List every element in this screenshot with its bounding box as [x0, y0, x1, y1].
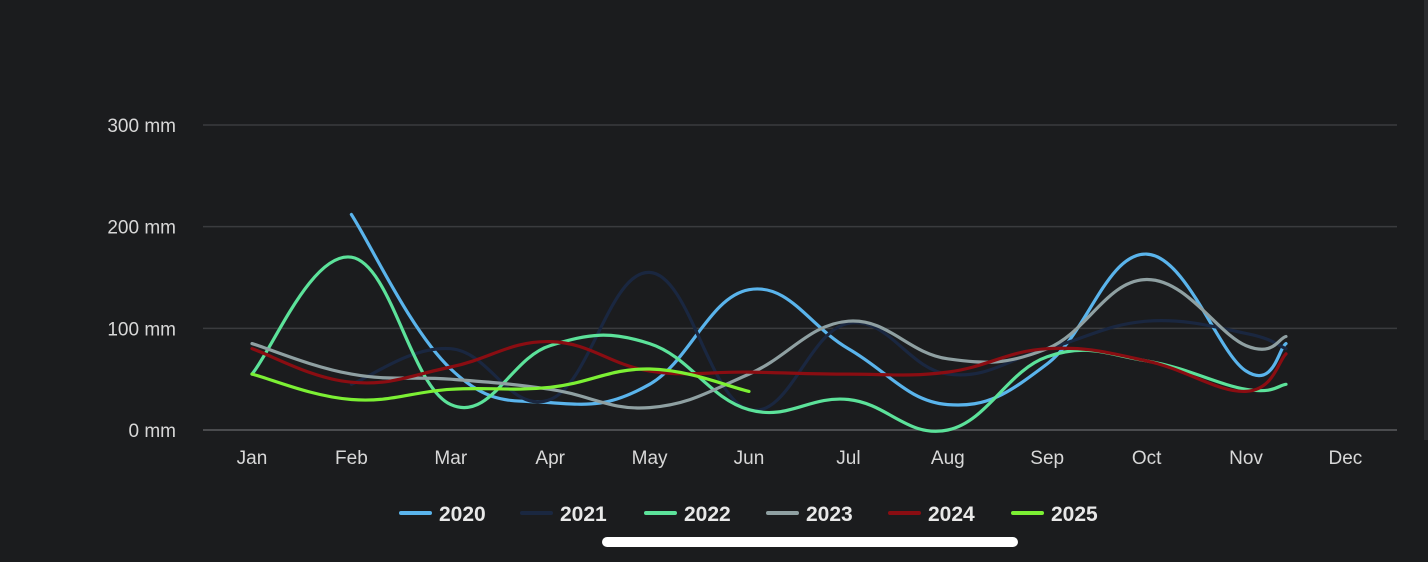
x-axis: Jan Feb Mar Apr May Jun Jul Aug Sep Oct Nov Dec	[237, 448, 1363, 469]
x-tick-label: Jun	[734, 448, 765, 469]
series-line-2023	[250, 277, 1288, 410]
legend-item-2024[interactable]: 2024	[888, 503, 975, 526]
series-line-2024	[250, 339, 1288, 394]
legend-item-2025[interactable]: 2025	[1011, 503, 1098, 526]
x-tick-label: Jan	[237, 448, 268, 469]
legend-label: 2025	[1051, 503, 1098, 526]
legend-label: 2021	[560, 503, 607, 526]
series-line-2021	[349, 270, 1288, 413]
chart-series	[250, 212, 1288, 433]
x-tick-label: Oct	[1132, 448, 1162, 469]
x-tick-label: Jul	[836, 448, 860, 469]
y-tick-label: 100 mm	[107, 319, 176, 340]
legend-item-2023[interactable]: 2023	[766, 503, 853, 526]
legend-label: 2020	[439, 503, 486, 526]
x-tick-label: May	[632, 448, 668, 469]
legend-label: 2022	[684, 503, 731, 526]
series-line-2020	[349, 212, 1288, 407]
x-tick-label: Nov	[1229, 448, 1263, 469]
y-tick-label: 300 mm	[107, 116, 176, 137]
legend-label: 2024	[928, 503, 975, 526]
legend-item-2020[interactable]: 2020	[399, 503, 486, 526]
y-axis: 0 mm 100 mm 200 mm 300 mm	[107, 116, 176, 442]
x-tick-label: Apr	[535, 448, 565, 469]
chart-legend[interactable]: 2020 2021 2022 2023 2024 2025	[399, 503, 1098, 526]
legend-item-2021[interactable]: 2021	[520, 503, 607, 526]
x-tick-label: Aug	[931, 448, 965, 469]
x-tick-label: Sep	[1030, 448, 1064, 469]
y-tick-label: 0 mm	[129, 421, 177, 442]
home-indicator[interactable]	[602, 537, 1018, 547]
x-tick-label: Feb	[335, 448, 368, 469]
legend-item-2022[interactable]: 2022	[644, 503, 731, 526]
y-tick-label: 200 mm	[107, 218, 176, 239]
series-line-2025	[250, 367, 751, 402]
screen-edge	[1424, 0, 1428, 440]
x-tick-label: Mar	[434, 448, 467, 469]
legend-label: 2023	[806, 503, 853, 526]
x-tick-label: Dec	[1329, 448, 1363, 469]
chart-gridlines	[203, 124, 1397, 431]
